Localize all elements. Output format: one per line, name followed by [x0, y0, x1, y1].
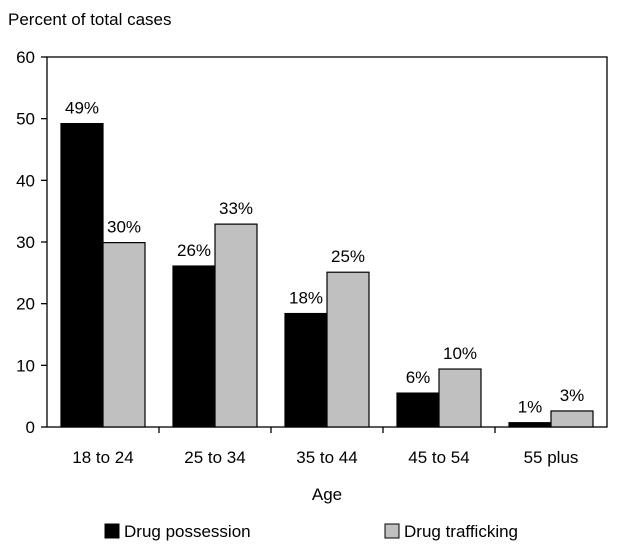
y-tick-label: 10 [16, 356, 35, 375]
bar-drug-possession [60, 122, 104, 428]
y-tick-label: 0 [26, 418, 35, 437]
bar-drug-trafficking [326, 271, 370, 428]
y-tick-label: 20 [16, 295, 35, 314]
data-label: 1% [518, 398, 543, 417]
y-tick-label: 30 [16, 233, 35, 252]
x-axis: 18 to 24 25 to 34 35 to 44 45 to 54 55 plus [72, 427, 578, 467]
bar-drug-trafficking [550, 410, 594, 428]
y-axis-title: Percent of total cases [8, 10, 171, 29]
x-axis-title: Age [312, 485, 342, 504]
data-label: 18% [289, 289, 323, 308]
y-tick-label: 50 [16, 110, 35, 129]
bar-drug-possession [396, 392, 440, 428]
bar-drug-trafficking [102, 242, 146, 428]
data-label: 6% [406, 368, 431, 387]
bar-drug-possession [508, 422, 552, 428]
data-label: 33% [219, 199, 253, 218]
x-tick-label: 25 to 34 [184, 448, 245, 467]
bar-drug-trafficking [214, 223, 258, 428]
y-tick-label: 40 [16, 171, 35, 190]
legend-swatch [104, 523, 120, 539]
x-tick-label: 18 to 24 [72, 448, 133, 467]
bar-drug-possession [172, 265, 216, 428]
bars: 49% 26% 18% 6% 1% 30% 33% 25% 10% 3% [60, 99, 594, 428]
data-label: 49% [65, 99, 99, 118]
legend-label: Drug possession [124, 522, 251, 541]
legend-label: Drug trafficking [404, 522, 518, 541]
y-axis: 0 10 20 30 40 50 60 [16, 48, 47, 437]
bar-drug-possession [284, 312, 328, 428]
x-tick-label: 35 to 44 [296, 448, 357, 467]
legend: Drug possession Drug trafficking [104, 522, 518, 541]
data-label: 25% [331, 247, 365, 266]
x-tick-label: 55 plus [524, 448, 579, 467]
x-tick-label: 45 to 54 [408, 448, 469, 467]
y-tick-label: 60 [16, 48, 35, 67]
data-label: 30% [107, 218, 141, 237]
legend-swatch [384, 523, 400, 539]
data-label: 3% [560, 386, 585, 405]
data-label: 26% [177, 241, 211, 260]
data-label: 10% [443, 344, 477, 363]
bar-drug-trafficking [438, 368, 482, 428]
